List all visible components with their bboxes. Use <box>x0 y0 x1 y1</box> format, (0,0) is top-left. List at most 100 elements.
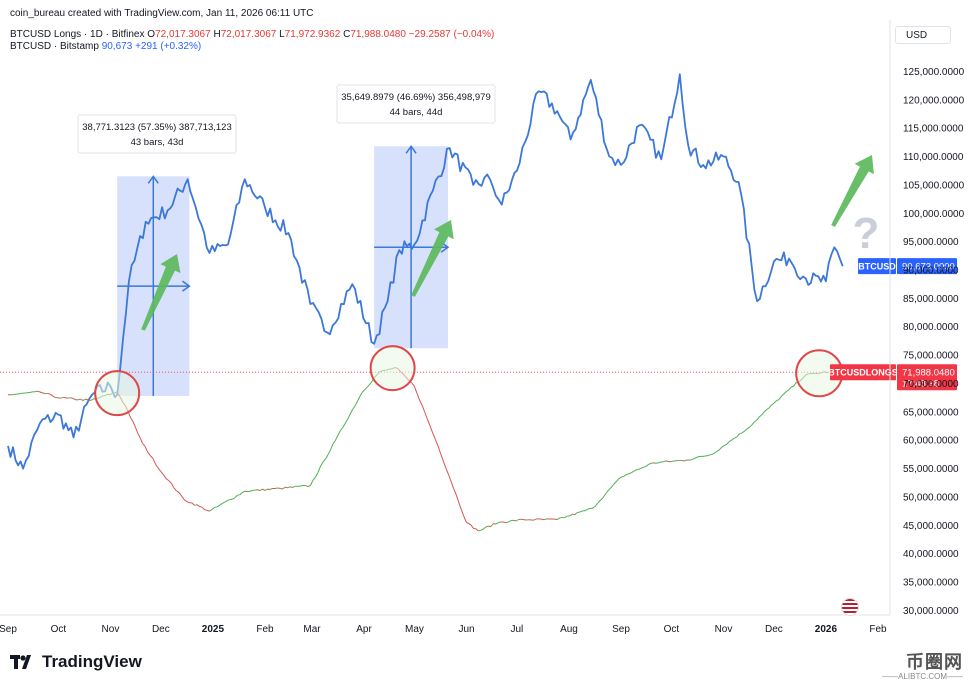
longs-segment <box>337 430 341 436</box>
longs-segment <box>650 462 654 464</box>
time-tick-label: Aug <box>560 624 578 635</box>
longs-segment <box>734 436 738 439</box>
longs-segment <box>478 529 481 532</box>
longs-segment <box>508 520 512 523</box>
highlight-circle-2 <box>369 345 416 392</box>
longs-segment <box>132 420 136 427</box>
longs-segment <box>139 437 143 444</box>
longs-segment <box>226 499 230 502</box>
longs-segment <box>419 400 423 406</box>
legend-btcusd[interactable]: BTCUSD · Bitstamp 90,673 +291 (+0.32%) <box>10 41 201 52</box>
longs-segment <box>421 405 426 413</box>
us-flag-icon[interactable] <box>841 598 859 616</box>
longs-segment <box>254 489 258 491</box>
legend-close-label: C <box>343 29 351 40</box>
longs-segment <box>716 449 720 452</box>
longs-segment <box>257 489 261 492</box>
longs-segment <box>445 467 449 475</box>
longs-tag-name-bg <box>830 364 896 381</box>
longs-segment <box>691 458 695 461</box>
longs-segment <box>515 519 519 522</box>
tradingview-logo[interactable]: TradingView <box>10 652 142 672</box>
longs-segment <box>599 497 604 501</box>
question-mark-icon: ? <box>853 209 880 258</box>
longs-segment <box>440 453 444 461</box>
longs-segment <box>739 432 743 435</box>
longs-segment <box>645 464 649 468</box>
brand-name: TradingView <box>42 652 142 671</box>
longs-segment <box>219 503 223 506</box>
longs-segment <box>665 460 669 462</box>
price-tick-label: 90,000.0000 <box>903 265 959 276</box>
currency-selector[interactable]: USD <box>895 26 951 44</box>
longs-segment <box>638 468 641 470</box>
longs-segment <box>224 500 228 503</box>
longs-segment <box>279 487 283 490</box>
longs-segment <box>184 499 188 503</box>
longs-segment <box>242 490 246 493</box>
longs-segment <box>579 510 583 513</box>
longs-segment <box>347 413 351 420</box>
longs-segment <box>317 466 321 473</box>
longs-segment <box>594 502 599 507</box>
longs-segment <box>352 405 356 410</box>
longs-segment <box>332 439 336 445</box>
longs-segment <box>322 458 326 463</box>
longs-segment <box>181 495 185 501</box>
longs-segment <box>726 441 730 445</box>
longs-segment <box>129 416 134 422</box>
price-tick-label: 45,000.0000 <box>903 521 959 532</box>
price-tick-label: 100,000.0000 <box>903 209 965 220</box>
longs-segment <box>612 481 617 486</box>
legend-btcusd-change: +291 (+0.32%) <box>135 41 202 52</box>
longs-segment <box>434 439 439 447</box>
longs-segment <box>495 522 499 525</box>
longs-segment <box>475 528 479 532</box>
measure-label-line2-2: 44 bars, 44d <box>390 107 443 118</box>
longs-segment <box>427 419 431 427</box>
attribution-text: coin_bureau created with TradingView.com… <box>10 8 314 19</box>
longs-segment <box>196 504 200 507</box>
longs-segment <box>170 482 175 489</box>
longs-segment <box>482 526 487 530</box>
longs-segment <box>647 463 651 466</box>
longs-segment <box>29 391 33 393</box>
btcusd-price-tag[interactable]: BTCUSD 90,673.0000 <box>858 258 957 275</box>
longs-segment <box>533 518 537 521</box>
longs-segment <box>620 476 624 478</box>
longs-segment <box>194 504 197 506</box>
time-tick-label: 2025 <box>202 624 225 635</box>
longs-segment <box>429 425 434 434</box>
price-tick-label: 70,000.0000 <box>903 379 959 390</box>
longs-segment <box>264 488 268 491</box>
longs-segment <box>72 397 76 401</box>
longs-segment <box>20 392 23 395</box>
longs-segment <box>709 453 712 456</box>
longs-segment <box>569 513 573 517</box>
longs-segment <box>216 504 220 508</box>
longs-segment <box>584 508 588 512</box>
longs-segment <box>82 398 86 402</box>
longs-segment <box>602 493 606 499</box>
longs-segment <box>165 478 169 481</box>
longs-segment <box>587 508 591 510</box>
longs-segment <box>633 469 637 473</box>
longs-segment <box>77 398 81 401</box>
btcusd-series-line[interactable] <box>7 73 844 470</box>
tradingview-logo-icon <box>10 655 31 669</box>
longs-segment <box>413 386 418 394</box>
longs-segment <box>574 512 578 515</box>
longs-segment <box>642 466 646 468</box>
longs-segment <box>793 382 797 387</box>
legend-longs[interactable]: BTCUSD Longs · 1D · Bitfinex O72,017.306… <box>10 29 494 40</box>
time-tick-label: Nov <box>102 624 120 635</box>
longs-segment <box>458 502 462 510</box>
longs-tag-name: BTCUSDLONGS <box>828 368 898 378</box>
longs-tag-value: 71,988.0480 <box>902 368 955 379</box>
longs-segment <box>34 390 38 393</box>
longs-segment <box>766 407 770 411</box>
longs-segment <box>292 485 296 488</box>
longs-segment <box>657 461 661 464</box>
